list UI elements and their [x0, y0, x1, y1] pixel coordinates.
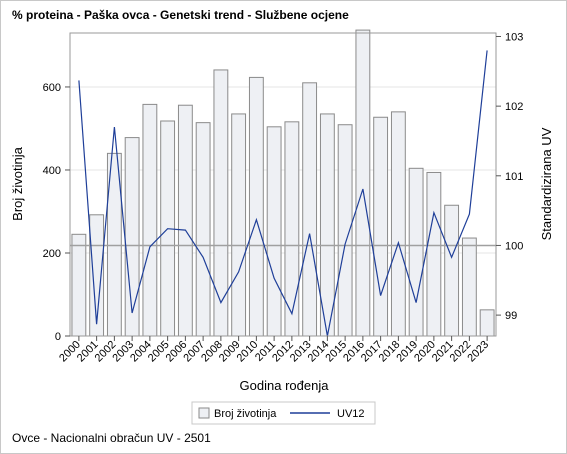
bar [124, 137, 140, 337]
y2-tick-label: 100 [505, 240, 523, 252]
left-axis: 0 200 400 600 [43, 82, 70, 343]
legend-bar-swatch [198, 407, 210, 419]
bar [319, 113, 335, 337]
x-axis: 2000200120022003200420052006200720082009… [57, 336, 491, 364]
bar [408, 167, 424, 337]
bar [266, 126, 282, 337]
y-tick-label: 400 [43, 165, 61, 177]
y-axis-label: Broj životinja [10, 146, 25, 220]
bar [444, 204, 460, 337]
y2-axis-label: Standardizirana UV [539, 127, 554, 240]
legend: Broj životinja UV12 [191, 401, 376, 425]
legend-box [191, 401, 376, 425]
footnote: Ovce - Nacionalni obračun UV - 2501 [12, 431, 211, 445]
uv-line-series [78, 50, 488, 337]
bar [213, 69, 229, 337]
legend-label-bars: Broj životinja [214, 408, 277, 420]
bar-series [71, 29, 495, 337]
bar [390, 111, 406, 337]
bar [231, 113, 247, 337]
bar [248, 76, 264, 337]
bar [302, 82, 318, 337]
bar [71, 233, 87, 337]
bar [142, 103, 158, 337]
bar [461, 237, 477, 337]
x-tick-label: 2023 [465, 339, 491, 365]
x-axis-label: Godina rođenja [240, 378, 330, 393]
plot-area-border [69, 32, 497, 337]
chart-title: % proteina - Paška ovca - Genetski trend… [12, 8, 349, 22]
right-axis: 99 100 101 102 103 [496, 31, 523, 322]
bar [373, 116, 389, 337]
bar [195, 122, 211, 337]
legend-label-line: UV12 [337, 408, 365, 420]
y2-tick-label: 102 [505, 101, 523, 113]
bar [426, 171, 442, 337]
y-tick-label: 600 [43, 82, 61, 94]
y-tick-label: 200 [43, 248, 61, 260]
bar [355, 29, 371, 337]
y2-tick-label: 103 [505, 31, 523, 43]
y2-tick-label: 99 [505, 310, 517, 322]
bar [177, 104, 193, 337]
y-tick-label: 0 [55, 331, 61, 343]
bar [479, 309, 495, 337]
y2-tick-label: 101 [505, 171, 523, 183]
